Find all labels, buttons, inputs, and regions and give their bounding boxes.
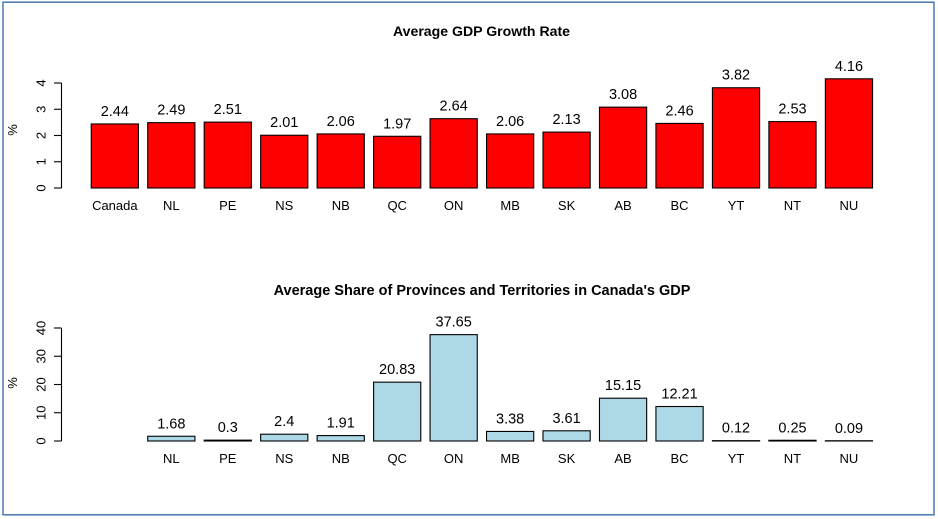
svg-text:3.38: 3.38 — [496, 411, 524, 427]
svg-text:YT: YT — [728, 451, 745, 466]
svg-text:0.25: 0.25 — [778, 420, 806, 436]
svg-text:1.97: 1.97 — [383, 116, 411, 132]
svg-text:1.91: 1.91 — [327, 416, 355, 432]
svg-text:1.68: 1.68 — [157, 416, 185, 432]
svg-text:PE: PE — [219, 451, 237, 466]
svg-text:2.53: 2.53 — [778, 102, 806, 118]
svg-text:AB: AB — [614, 451, 631, 466]
svg-text:MB: MB — [500, 198, 520, 213]
svg-text:ON: ON — [444, 451, 464, 466]
svg-text:3.61: 3.61 — [552, 411, 580, 427]
svg-text:NU: NU — [840, 451, 859, 466]
svg-text:NB: NB — [332, 198, 350, 213]
svg-text:NT: NT — [784, 451, 801, 466]
svg-text:SK: SK — [558, 451, 576, 466]
svg-text:2.46: 2.46 — [665, 103, 693, 119]
svg-text:NL: NL — [163, 451, 180, 466]
svg-text:%: % — [5, 124, 20, 136]
svg-text:4.16: 4.16 — [835, 59, 863, 75]
svg-text:10: 10 — [34, 406, 49, 420]
svg-text:BC: BC — [671, 198, 689, 213]
svg-text:20.83: 20.83 — [379, 362, 415, 378]
svg-text:AB: AB — [614, 198, 631, 213]
svg-text:%: % — [5, 377, 20, 389]
svg-text:2: 2 — [34, 132, 49, 139]
svg-text:0.12: 0.12 — [722, 421, 750, 437]
svg-text:3.82: 3.82 — [722, 68, 750, 84]
svg-text:ON: ON — [444, 198, 464, 213]
svg-text:2.4: 2.4 — [274, 414, 294, 430]
svg-text:Average GDP Growth Rate: Average GDP Growth Rate — [393, 23, 570, 39]
svg-text:0: 0 — [34, 437, 49, 444]
svg-text:2.13: 2.13 — [552, 112, 580, 128]
svg-text:0.09: 0.09 — [835, 421, 863, 437]
svg-text:2.01: 2.01 — [270, 115, 298, 131]
svg-text:2.64: 2.64 — [440, 99, 468, 115]
svg-text:1: 1 — [34, 158, 49, 165]
svg-text:20: 20 — [34, 377, 49, 391]
svg-text:NL: NL — [163, 198, 180, 213]
svg-text:3.08: 3.08 — [609, 87, 637, 103]
svg-text:4: 4 — [34, 79, 49, 86]
svg-text:YT: YT — [728, 198, 745, 213]
svg-text:2.06: 2.06 — [327, 114, 355, 130]
svg-text:BC: BC — [671, 451, 689, 466]
svg-text:3: 3 — [34, 106, 49, 113]
svg-text:PE: PE — [219, 198, 237, 213]
svg-text:2.06: 2.06 — [496, 114, 524, 130]
svg-text:QC: QC — [387, 198, 407, 213]
svg-text:30: 30 — [34, 349, 49, 363]
svg-text:NB: NB — [332, 451, 350, 466]
svg-text:NS: NS — [275, 198, 293, 213]
svg-text:Canada: Canada — [92, 198, 138, 213]
svg-text:NU: NU — [840, 198, 859, 213]
svg-text:NT: NT — [784, 198, 801, 213]
svg-text:Average Share of Provinces and: Average Share of Provinces and Territori… — [274, 283, 691, 299]
svg-text:0: 0 — [34, 184, 49, 191]
svg-text:37.65: 37.65 — [436, 315, 472, 331]
svg-text:SK: SK — [558, 198, 576, 213]
svg-text:0.3: 0.3 — [218, 420, 238, 436]
svg-text:QC: QC — [387, 451, 407, 466]
svg-text:12.21: 12.21 — [661, 387, 697, 403]
svg-text:MB: MB — [500, 451, 520, 466]
svg-text:2.49: 2.49 — [157, 103, 185, 119]
svg-text:40: 40 — [34, 321, 49, 335]
svg-text:2.51: 2.51 — [214, 102, 242, 118]
svg-text:2.44: 2.44 — [101, 104, 129, 120]
svg-text:NS: NS — [275, 451, 293, 466]
svg-text:15.15: 15.15 — [605, 378, 641, 394]
